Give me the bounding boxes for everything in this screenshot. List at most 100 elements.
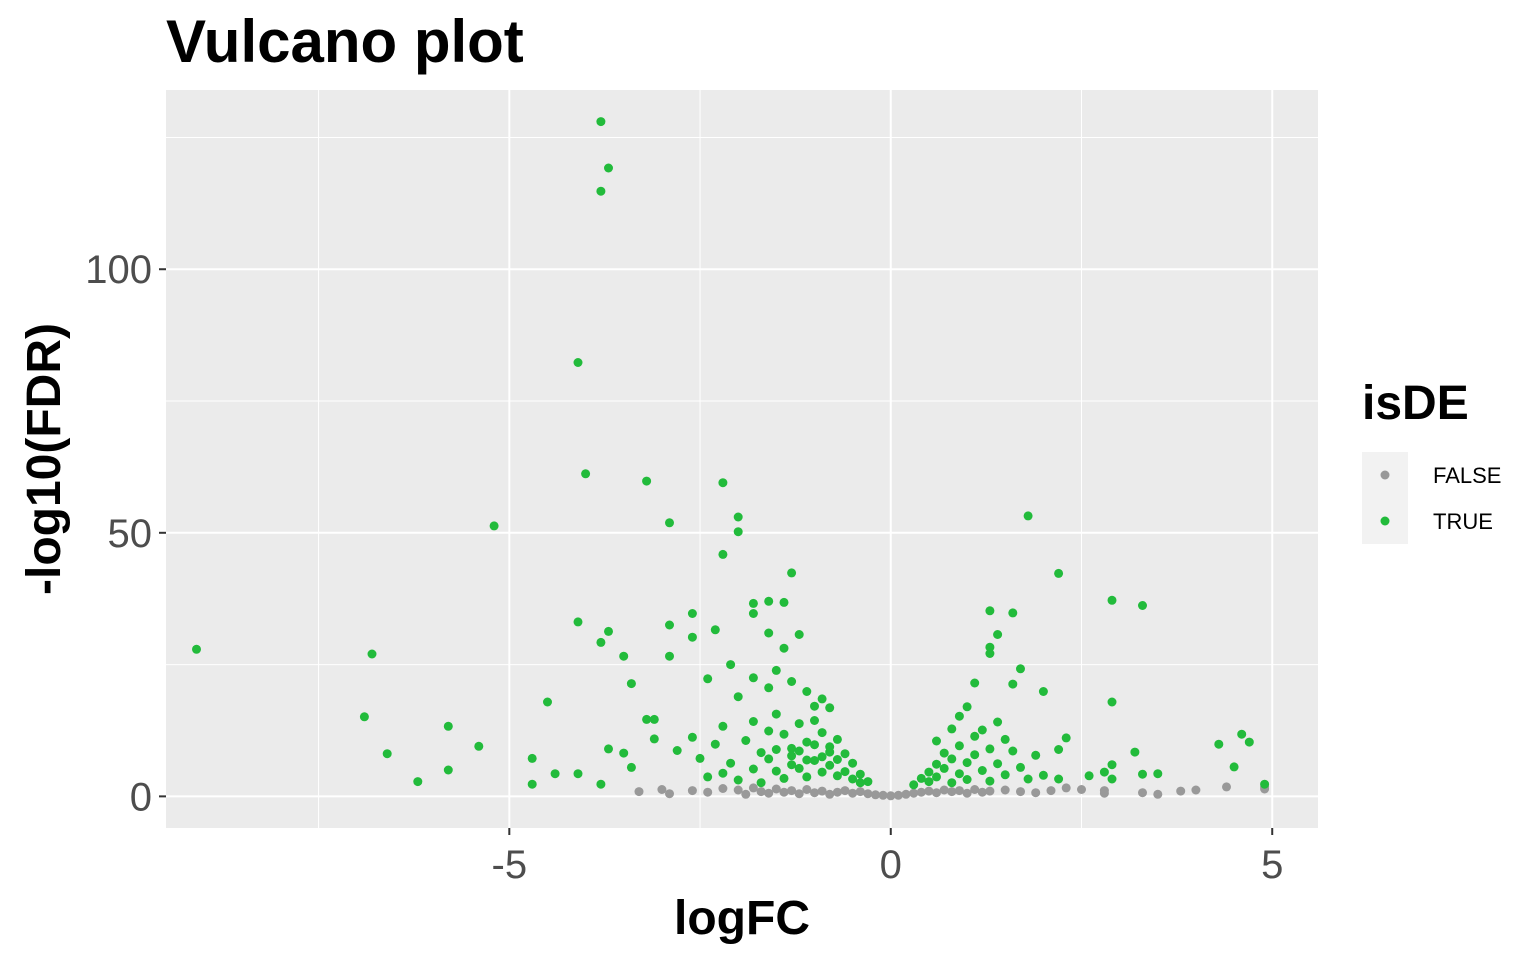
data-point-true — [665, 518, 674, 528]
y-tick-label: 100 — [85, 248, 152, 292]
data-point-true — [1099, 767, 1109, 777]
data-point-true — [840, 767, 850, 777]
data-point-true — [527, 753, 537, 763]
data-point-false — [657, 785, 667, 794]
data-point-false — [771, 784, 781, 794]
data-point-false — [893, 790, 903, 800]
data-point-false — [1016, 787, 1025, 797]
data-point-true — [687, 609, 697, 618]
data-point-true — [985, 744, 995, 754]
data-point-true — [1023, 774, 1033, 784]
data-point-true — [993, 759, 1003, 769]
data-point-true — [672, 746, 682, 755]
data-point-true — [825, 703, 835, 713]
data-point-true — [1107, 697, 1117, 707]
data-point-true — [802, 687, 812, 696]
data-point-true — [604, 163, 613, 173]
data-point-false — [787, 786, 797, 796]
y-tick-label: 0 — [130, 775, 152, 819]
data-point-true — [1000, 734, 1010, 744]
data-point-true — [596, 117, 606, 127]
data-point-true — [962, 702, 972, 712]
data-point-false — [1077, 785, 1086, 794]
data-point-true — [840, 749, 850, 759]
data-point-true — [817, 767, 827, 777]
data-point-true — [947, 754, 957, 764]
data-point-true — [718, 768, 728, 778]
data-point-true — [443, 721, 453, 731]
data-point-true — [977, 766, 987, 775]
data-point-true — [771, 745, 781, 754]
data-point-false — [832, 787, 842, 797]
data-point-true — [985, 649, 995, 658]
data-point-true — [665, 651, 674, 661]
data-point-true — [1107, 774, 1117, 784]
data-point-true — [924, 777, 934, 787]
data-point-true — [1229, 762, 1239, 772]
data-point-true — [1008, 679, 1018, 689]
data-point-true — [665, 620, 674, 630]
data-point-true — [596, 637, 606, 647]
data-point-true — [573, 358, 583, 367]
data-point-true — [1023, 511, 1033, 521]
data-point-true — [825, 760, 835, 770]
data-point-false — [756, 787, 766, 797]
data-point-true — [1107, 595, 1117, 605]
data-point-true — [489, 521, 499, 531]
plot-panel — [166, 90, 1318, 828]
data-point-true — [718, 478, 728, 488]
data-point-true — [764, 628, 774, 638]
data-point-true — [985, 642, 995, 652]
true-points-series — [192, 117, 1270, 790]
data-point-true — [1031, 750, 1041, 760]
data-point-true — [710, 625, 720, 635]
data-point-false — [863, 789, 873, 799]
data-point-false — [970, 785, 980, 794]
data-point-false — [878, 790, 888, 800]
data-point-true — [733, 512, 743, 522]
data-point-true — [794, 763, 804, 773]
data-point-true — [817, 752, 827, 762]
data-point-true — [779, 643, 789, 653]
legend-label-false: FALSE — [1433, 463, 1501, 488]
data-point-false — [1176, 786, 1186, 796]
data-point-true — [1084, 771, 1094, 781]
false-points-series — [634, 782, 1270, 801]
data-point-true — [748, 764, 758, 774]
data-point-false — [954, 786, 964, 796]
data-point-false — [1191, 785, 1201, 795]
data-point-false — [703, 787, 713, 797]
data-point-true — [748, 609, 758, 618]
data-point-true — [764, 754, 774, 764]
data-point-false — [840, 786, 850, 796]
data-point-true — [1130, 747, 1140, 757]
data-point-true — [855, 769, 865, 779]
data-point-true — [596, 779, 606, 789]
data-point-true — [764, 596, 774, 606]
data-point-true — [779, 773, 789, 783]
axis-ticks — [159, 268, 1274, 835]
data-point-true — [771, 709, 781, 719]
data-point-true — [1237, 729, 1247, 739]
legend: isDE FALSE TRUE — [1362, 377, 1501, 544]
data-point-true — [443, 765, 453, 775]
data-point-false — [733, 785, 743, 795]
data-point-true — [726, 758, 736, 768]
data-point-true — [932, 736, 941, 746]
data-point-true — [954, 741, 964, 751]
data-point-true — [748, 717, 758, 726]
data-point-true — [703, 674, 713, 684]
data-point-false — [909, 788, 919, 798]
data-point-true — [1214, 739, 1224, 749]
data-point-true — [832, 755, 842, 764]
data-point-true — [359, 712, 369, 722]
data-point-true — [939, 748, 949, 758]
chart-title: Vulcano plot — [166, 8, 524, 75]
data-point-true — [947, 778, 957, 788]
x-tick-label: 0 — [880, 843, 902, 887]
data-point-true — [771, 665, 781, 675]
data-point-true — [1153, 769, 1163, 779]
data-point-true — [924, 767, 934, 777]
data-point-false — [741, 789, 751, 799]
data-point-true — [810, 740, 819, 750]
